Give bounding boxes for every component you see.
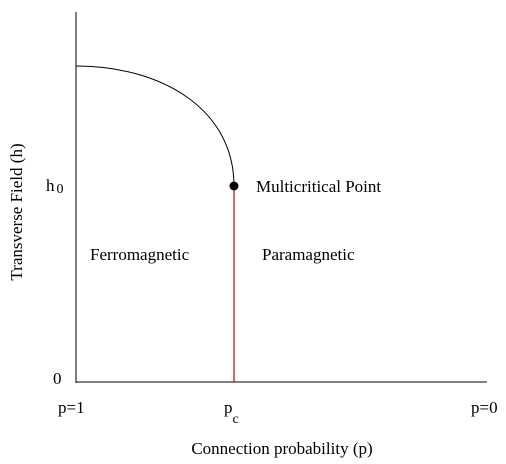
y-axis-label: Transverse Field (h) bbox=[7, 143, 26, 280]
tick-sub: 0 bbox=[57, 182, 64, 197]
point-label: Multicritical Point bbox=[256, 177, 381, 196]
tick-base: h bbox=[46, 176, 55, 195]
tick-base: p bbox=[224, 398, 233, 417]
region-label: Ferromagnetic bbox=[90, 245, 190, 264]
x-tick-right: p=0 bbox=[471, 398, 498, 417]
x-axis-label: Connection probability (p) bbox=[191, 439, 372, 458]
multicritical-point bbox=[229, 181, 239, 191]
x-tick-critical: pc bbox=[224, 398, 239, 427]
phase-boundary bbox=[75, 65, 235, 187]
region-label: Paramagnetic bbox=[262, 245, 355, 264]
x-tick-left: p=1 bbox=[58, 398, 85, 417]
tick-sub: c bbox=[233, 412, 239, 427]
y-tick-zero: 0 bbox=[53, 369, 62, 388]
